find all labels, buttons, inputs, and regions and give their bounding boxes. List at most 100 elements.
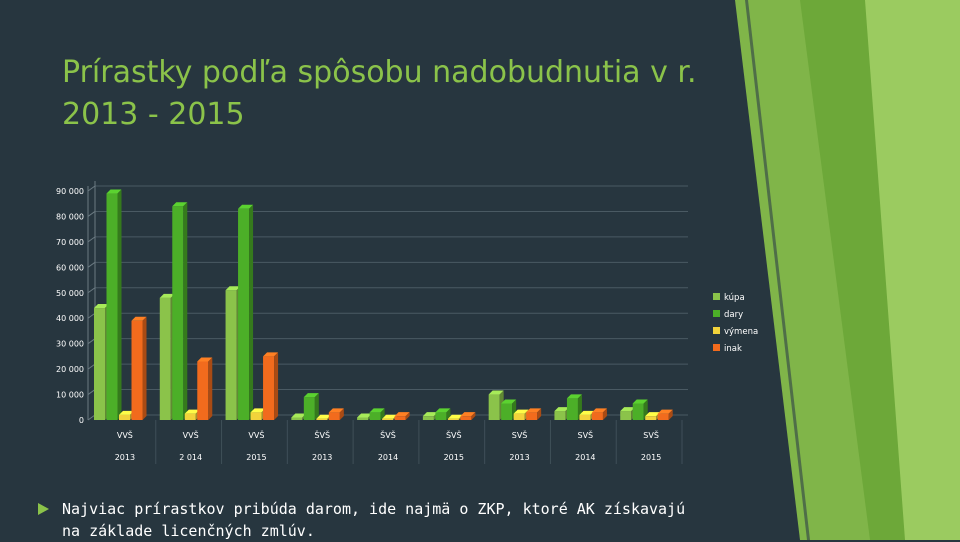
bar-inak-1: [197, 361, 209, 420]
bar-top-dary-1: [172, 202, 188, 207]
bar-top-dary-0: [106, 189, 122, 194]
legend-label-dary: dary: [724, 310, 743, 320]
bar-dary-0: [106, 193, 118, 420]
bar-chart: 0 10 000 20 000 30 000 40 000 50 000 60 000 70 …: [56, 181, 758, 464]
bar-výmena-7: [579, 414, 591, 420]
bar-dary-8: [632, 403, 644, 420]
bar-top-výmena-3: [316, 414, 332, 419]
gridline-bevel: [87, 236, 96, 243]
bar-side-dary-0: [117, 189, 122, 420]
gridline-bevel: [87, 338, 96, 345]
bar-kúpa-6: [488, 394, 500, 420]
bar-side-inak-6: [537, 408, 542, 420]
legend-label-inak: inak: [724, 344, 742, 354]
bar-top-dary-2: [238, 204, 254, 209]
x-category-label: ŠVŠ: [314, 429, 330, 440]
x-category-label: VVŠ: [183, 429, 199, 440]
x-year-label: 2015: [641, 453, 661, 462]
bar-výmena-1: [184, 413, 196, 420]
bar-top-kúpa-8: [620, 407, 636, 412]
bar-dary-2: [238, 208, 250, 420]
bar-top-kúpa-0: [94, 304, 109, 309]
x-year-label: 2013: [509, 453, 529, 462]
bar-kúpa-2: [225, 290, 237, 420]
x-year-label: 2014: [378, 453, 398, 462]
bullet-text: Najviac prírastkov pribúda darom, ide na…: [62, 500, 686, 540]
bar-výmena-5: [447, 418, 459, 420]
legend-swatch-výmena: [713, 327, 720, 334]
bar-kúpa-0: [94, 308, 105, 420]
bar-side-dary-4: [380, 408, 385, 420]
bar-side-inak-4: [405, 412, 410, 420]
bar-dary-6: [501, 403, 513, 420]
legend-swatch-inak: [713, 344, 720, 351]
bar-inak-6: [526, 412, 538, 420]
bar-výmena-4: [382, 418, 394, 420]
bar-top-kúpa-2: [225, 286, 241, 291]
bar-top-výmena-8: [645, 412, 661, 417]
bar-side-inak-8: [668, 409, 673, 420]
bar-top-inak-2: [263, 352, 279, 357]
bar-side-dary-2: [249, 204, 254, 420]
bar-dary-1: [172, 206, 184, 420]
x-axis-labels: VVŠ 2013 VVŠ 2 014 VVŠ 2015 ŠVŠ 2013 ŠVŠ 2014 ŠVŠ 2…: [115, 420, 683, 464]
bar-top-výmena-5: [447, 414, 463, 419]
bar-inak-5: [460, 416, 472, 420]
bar-dary-5: [435, 412, 447, 420]
bar-výmena-6: [513, 413, 525, 420]
x-year-label: 2015: [246, 453, 266, 462]
bar-top-inak-8: [657, 409, 673, 414]
dark-divider-line: [745, 0, 810, 540]
gridline-bevel: [87, 312, 96, 319]
bar-top-inak-3: [328, 408, 344, 413]
bar-výmena-3: [316, 418, 328, 420]
bar-kúpa-8: [620, 411, 632, 420]
gridlines: [87, 181, 688, 421]
bar-top-kúpa-3: [291, 413, 307, 418]
x-year-label: 2014: [575, 453, 595, 462]
bar-dary-4: [369, 412, 381, 420]
x-category-label: SVŠ: [512, 429, 528, 440]
gridline-bevel: [87, 261, 96, 268]
legend-label-kúpa: kúpa: [724, 293, 745, 303]
x-year-label: 2013: [115, 453, 135, 462]
bar-kúpa-5: [422, 416, 434, 420]
bar-top-dary-3: [303, 393, 319, 398]
legend: kúpa dary výmena inak: [713, 293, 758, 354]
bar-side-inak-2: [274, 352, 279, 420]
bar-inak-3: [328, 412, 340, 420]
slide-title: Prírastky podľa spôsobu nadobudnutia v r…: [62, 55, 697, 132]
bar-top-výmena-0: [119, 410, 134, 415]
bar-inak-2: [263, 356, 275, 420]
bar-top-inak-7: [591, 408, 607, 413]
bar-top-dary-6: [501, 399, 517, 404]
bar-kúpa-4: [357, 417, 369, 420]
bar-kúpa-3: [291, 417, 303, 420]
x-year-label: 2015: [444, 453, 464, 462]
bar-top-dary-7: [566, 394, 582, 399]
y-tick-label: 0: [79, 416, 84, 425]
bar-top-kúpa-6: [488, 390, 504, 395]
bar-top-výmena-7: [579, 410, 595, 415]
y-axis-ticks: 0 10 000 20 000 30 000 40 000 50 000 60 000 70 …: [56, 187, 84, 425]
bar-inak-7: [591, 412, 603, 420]
x-category-label: VVŠ: [117, 429, 133, 440]
bar-top-kúpa-7: [554, 407, 570, 412]
gridline-bevel: [87, 211, 96, 217]
legend-swatch-kúpa: [713, 293, 720, 300]
gridline-bevel: [87, 363, 96, 370]
x-year-label: 2013: [312, 453, 332, 462]
bar-side-inak-5: [471, 412, 476, 420]
y-tick-label: 40 000: [56, 314, 84, 323]
bar-kúpa-1: [159, 297, 171, 420]
bar-top-inak-0: [131, 316, 147, 321]
bar-inak-8: [657, 413, 669, 420]
gridline-bevel: [87, 185, 96, 192]
bar-top-výmena-1: [184, 409, 200, 414]
bar-dary-7: [566, 398, 578, 420]
x-category-label: VVŠ: [248, 429, 264, 440]
bar-top-inak-6: [526, 408, 542, 413]
bar-top-výmena-2: [250, 408, 266, 413]
x-category-label: SVŠ: [578, 429, 594, 440]
y-tick-label: 50 000: [56, 289, 84, 298]
